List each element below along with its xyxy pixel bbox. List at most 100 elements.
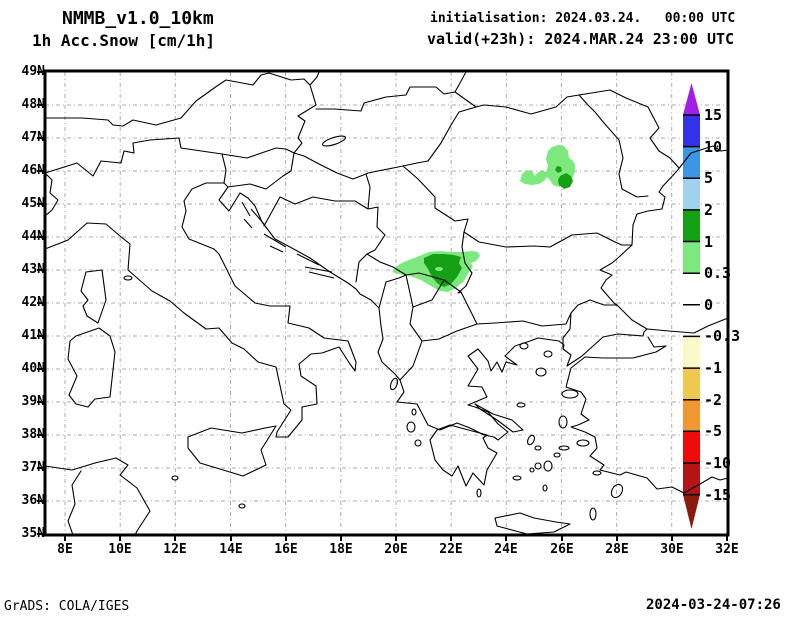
lat-label-35n: 35N xyxy=(21,526,45,541)
lon-label-28e: 28E xyxy=(605,542,629,557)
colorbar-band-10-5 xyxy=(683,146,700,179)
border-romania-bulgaria-danube xyxy=(463,231,633,248)
colorbar-band-m2-m5 xyxy=(683,399,700,432)
lon-label-26e: 26E xyxy=(550,542,574,557)
map-frame-group xyxy=(37,69,730,541)
colorbar-band-0-m03 xyxy=(683,304,700,337)
border-hungary-romania-ukraine-moldova xyxy=(427,94,649,198)
lat-label-37n: 37N xyxy=(21,460,45,475)
colorbar-band-m5-m10 xyxy=(683,431,700,463)
island-sardinia xyxy=(67,327,116,408)
island-euboea xyxy=(474,403,524,433)
border-slovakia xyxy=(315,71,477,112)
colorbar-label-1: 1 xyxy=(704,233,714,251)
lat-label-40n: 40N xyxy=(21,361,45,376)
island-malta xyxy=(238,503,246,509)
lon-label-14e: 14E xyxy=(219,542,243,557)
lon-label-30e: 30E xyxy=(660,542,684,557)
colorbar-label-m2: -2 xyxy=(704,391,723,409)
island-sicily xyxy=(187,425,277,477)
lat-label-48n: 48N xyxy=(21,97,45,112)
island-kythira xyxy=(476,488,482,498)
colorbar-label-03: 0.3 xyxy=(704,264,732,282)
colorbar-band-2-1 xyxy=(683,209,700,242)
valid-time-label: valid(+23h): 2024.MAR.24 23:00 UTC xyxy=(427,30,735,48)
colorbar-label-m1: -1 xyxy=(704,359,723,377)
initialisation-label: initialisation: 2024.03.24. 00:00 UTC xyxy=(430,11,736,26)
colorbar-label-2: 2 xyxy=(704,201,714,219)
snow-patch-serbia-core xyxy=(424,254,462,287)
colorbar-label-0: 0 xyxy=(704,296,714,314)
lon-label-18e: 18E xyxy=(329,542,353,557)
peninsula-peloponnese xyxy=(429,424,498,487)
grads-credit: GrADS: COLA/IGES xyxy=(4,599,130,614)
island-corfu xyxy=(389,377,399,391)
coastline-turkey-blacksea xyxy=(646,317,729,334)
lon-label-20e: 20E xyxy=(384,542,408,557)
island-zakynthos xyxy=(414,439,422,447)
island-samothrace xyxy=(543,350,553,358)
border-france-italy xyxy=(44,172,59,217)
border-algeria-tunisia xyxy=(67,470,82,536)
island-lemnos xyxy=(535,367,547,377)
snow-patch-romania-core-small xyxy=(555,166,562,173)
lat-ticks xyxy=(37,71,45,535)
lat-label-46n: 46N xyxy=(21,163,45,178)
island-chios xyxy=(558,415,568,429)
island-pantelleria xyxy=(171,475,179,481)
lat-label-38n: 38N xyxy=(21,427,45,442)
island-kefalonia xyxy=(406,421,416,433)
coastline-north-africa xyxy=(44,457,151,536)
country-borders xyxy=(44,71,680,536)
island-cyclades-1 xyxy=(529,467,535,473)
colorbar-label-5: 5 xyxy=(704,169,714,187)
island-samos xyxy=(576,439,590,447)
island-thasos xyxy=(519,342,529,350)
colorbar-band-m1-m2 xyxy=(683,368,700,400)
grid-lines xyxy=(45,72,728,535)
border-alps-north xyxy=(44,71,320,127)
coastline-turkey-marmara-aegean xyxy=(565,336,729,494)
snow-patch-serbia-hole xyxy=(435,267,443,271)
colorbar-over-triangle xyxy=(683,83,700,115)
island-kos xyxy=(592,470,602,476)
lat-label-39n: 39N xyxy=(21,394,45,409)
lon-label-10e: 10E xyxy=(108,542,132,557)
coastlines xyxy=(44,145,729,536)
island-tinos xyxy=(534,445,542,451)
lat-label-45n: 45N xyxy=(21,196,45,211)
colorbar-band-15-10 xyxy=(683,115,700,147)
island-paros xyxy=(534,462,542,470)
island-lesbos xyxy=(561,389,579,399)
colorbar-label-m5: -5 xyxy=(704,422,723,440)
island-skyros xyxy=(516,402,526,408)
lon-label-8e: 8E xyxy=(57,542,73,557)
island-elba xyxy=(123,275,133,281)
colorbar-band-03-0 xyxy=(683,273,700,305)
colorbar-band-5-2 xyxy=(683,178,700,210)
lon-label-24e: 24E xyxy=(494,542,518,557)
lon-label-22e: 22E xyxy=(439,542,463,557)
lon-label-16e: 16E xyxy=(274,542,298,557)
border-croatia-bosnia-serbia xyxy=(263,173,386,283)
island-corsica xyxy=(80,269,107,324)
colorbar-label-m03: -0.3 xyxy=(704,327,741,345)
coastline-italy-balkans-aegean xyxy=(44,145,729,441)
variable-title: 1h Acc.Snow [cm/1h] xyxy=(32,31,216,50)
model-title: NMMB_v1.0_10km xyxy=(62,8,214,29)
lon-label-32e: 32E xyxy=(715,542,739,557)
island-crete xyxy=(494,512,571,535)
island-andros xyxy=(527,434,535,446)
colorbar-band-1-03 xyxy=(683,241,700,274)
colorbar-label-m10: -10 xyxy=(704,454,732,472)
lat-label-44n: 44N xyxy=(21,229,45,244)
lat-label-47n: 47N xyxy=(21,130,45,145)
island-rhodes xyxy=(610,483,624,499)
border-macedonia-kosovo-montenegro-albania xyxy=(366,253,478,381)
island-lefkada xyxy=(411,408,417,416)
border-austria-hungary-west xyxy=(293,84,317,154)
border-slovenia-croatia xyxy=(221,152,295,190)
colorbar-band-m03-m1 xyxy=(683,336,700,369)
